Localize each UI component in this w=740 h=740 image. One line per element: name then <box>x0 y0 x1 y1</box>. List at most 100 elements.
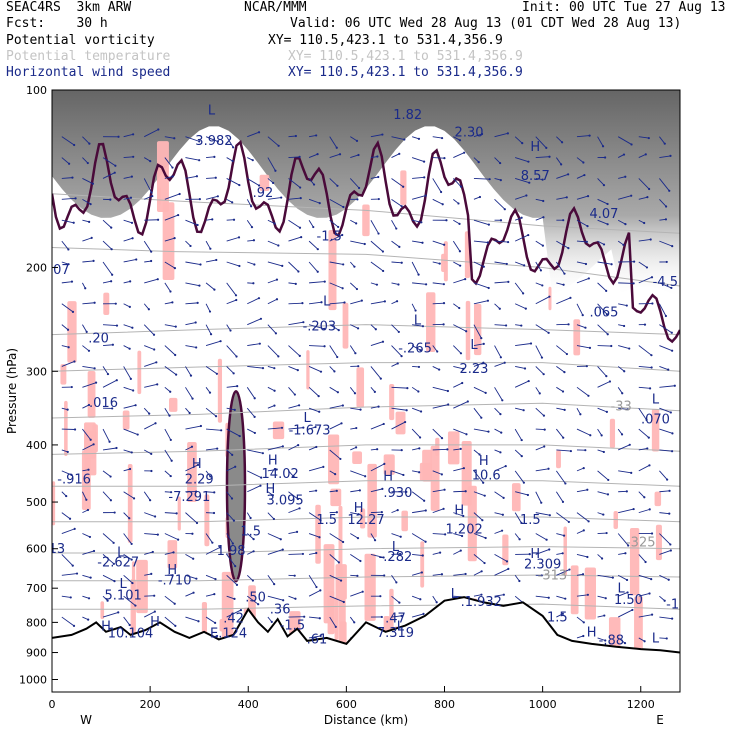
wind-vector <box>349 282 358 290</box>
field-wind-name: Horizontal wind speed <box>6 65 171 80</box>
wind-vector-head <box>106 599 109 602</box>
wind-vector-head <box>484 536 487 540</box>
theta-isentrope <box>52 603 680 610</box>
wind-vector <box>576 303 584 316</box>
wind-vector-head <box>421 554 424 557</box>
wind-vector-head <box>567 323 570 326</box>
y-tick-label: 100 <box>26 84 47 97</box>
wind-vector <box>473 594 482 597</box>
wind-vector-head <box>156 278 159 281</box>
wind-vector-head <box>128 623 131 627</box>
wind-vector <box>597 282 607 292</box>
wind-vector <box>205 366 218 375</box>
wind-vector <box>267 324 277 334</box>
wind-vector-head <box>134 404 137 407</box>
wind-vector-head <box>486 299 490 302</box>
wind-vector-head <box>458 306 461 310</box>
wind-vector-head <box>281 548 284 551</box>
wind-vector-head <box>633 260 636 263</box>
wind-vector <box>370 240 384 252</box>
contour-label: .065 <box>589 305 618 320</box>
wind-vector <box>226 299 237 305</box>
wind-vector <box>535 446 545 451</box>
wind-vector <box>494 362 505 367</box>
wind-vector-head <box>129 196 133 199</box>
wind-vector-head <box>199 263 202 266</box>
wind-vector <box>638 407 647 421</box>
wind-vector-head <box>149 160 152 163</box>
terrain-line <box>52 596 680 654</box>
wind-vector <box>370 261 384 272</box>
wind-vector <box>205 546 221 555</box>
pv-shading-patch <box>389 384 395 421</box>
wind-vector-head <box>214 621 217 624</box>
wind-vector <box>102 240 112 250</box>
wind-vector <box>638 136 649 139</box>
wind-vector-head <box>561 500 565 503</box>
wind-vector-head <box>458 250 462 253</box>
y-tick-label: 200 <box>26 261 47 274</box>
contour-label: 1.5 <box>240 525 261 540</box>
wind-vector <box>226 609 242 618</box>
forecast-hour: Fcst: 30 h <box>6 16 108 31</box>
wind-vector-head <box>671 245 674 248</box>
wind-vector-head <box>582 529 585 532</box>
wind-vector <box>102 324 117 327</box>
wind-vector-head <box>273 583 276 586</box>
wind-vector <box>247 261 255 265</box>
wind-vector <box>618 176 626 179</box>
wind-vector <box>329 405 343 409</box>
wind-vector-head <box>112 541 115 544</box>
wind-vector-head <box>109 499 112 502</box>
wind-vector <box>391 470 404 476</box>
wind-vector-head <box>190 445 194 448</box>
wind-vector <box>370 423 384 430</box>
wind-vector <box>535 533 547 541</box>
wind-vector-head <box>520 438 523 442</box>
wind-vector <box>288 595 296 600</box>
axes: 0 200 400 600 800 1000 12001002003004005006007… <box>19 84 655 711</box>
contour-label: 12.27 <box>347 513 384 528</box>
wind-vector <box>576 529 584 534</box>
wind-vector <box>494 199 506 210</box>
wind-vector-head <box>293 574 296 577</box>
wind-vector-head <box>235 298 238 302</box>
wind-vector <box>329 282 343 289</box>
wind-vector <box>411 533 426 543</box>
x-axis-right-end-label: E <box>656 713 664 727</box>
wind-vector-head <box>334 625 337 628</box>
wind-vector-head <box>671 617 674 620</box>
wind-vector <box>164 136 175 139</box>
pv-shading-patch <box>426 292 436 352</box>
wind-vector <box>123 219 133 224</box>
wind-vector <box>659 470 668 480</box>
wind-vector <box>391 509 398 514</box>
wind-vector-head <box>418 436 422 439</box>
wind-vector <box>391 178 404 188</box>
wind-vector <box>350 489 360 493</box>
wind-vector <box>267 178 274 184</box>
x-tick-label: 800 <box>434 698 455 711</box>
wind-vector-head <box>587 277 590 280</box>
wind-vector <box>370 219 379 234</box>
wind-vector-head <box>667 368 670 371</box>
contour-label: H <box>265 482 275 497</box>
wind-vector-head <box>547 467 550 470</box>
wind-vector <box>82 404 90 409</box>
contour-label: H <box>150 615 160 630</box>
wind-vector-head <box>115 379 118 382</box>
wind-vector-head <box>480 416 483 419</box>
wind-vector <box>82 443 94 451</box>
wind-vector <box>432 261 440 265</box>
wind-vector-head <box>626 591 629 594</box>
wind-vector <box>618 407 628 410</box>
wind-vector-head <box>298 507 301 510</box>
wind-vector <box>123 280 131 284</box>
wind-vector-head <box>156 218 160 221</box>
wind-vector-head <box>398 152 401 155</box>
wind-vector <box>494 303 501 310</box>
pv-shading-patch <box>204 494 210 547</box>
wind-vector <box>638 239 651 242</box>
wind-vector <box>453 261 461 267</box>
y-axis-label: Pressure (hPa) <box>5 348 19 434</box>
